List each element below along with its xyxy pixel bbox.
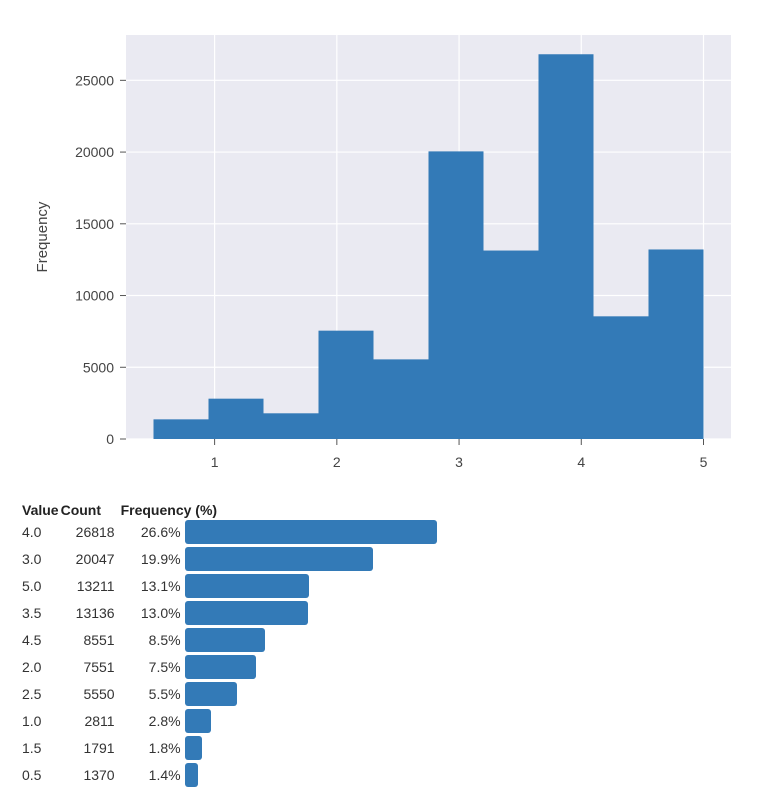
row-value: 2.5 <box>22 685 42 702</box>
row-count: 1791 <box>83 739 115 756</box>
row-count: 5550 <box>83 685 115 702</box>
table-row: 2.0 7551 7.5% <box>22 653 485 680</box>
row-frequency: 2.8% <box>148 712 181 729</box>
table-row: 0.5 1370 1.4% <box>22 761 485 788</box>
axis-ticks: 0 5000 10000 15000 20000 25000 1 2 3 4 5 <box>75 72 708 470</box>
row-count: 1370 <box>83 766 115 783</box>
row-count: 20047 <box>75 550 115 567</box>
row-value: 1.5 <box>22 739 42 756</box>
frequency-bar <box>184 627 266 652</box>
frequency-bar <box>184 519 437 544</box>
row-frequency: 8.5% <box>148 631 181 648</box>
histogram-bar <box>263 413 319 439</box>
row-frequency: 19.9% <box>140 550 181 567</box>
frequency-bar <box>184 654 256 679</box>
histogram-chart: 0 5000 10000 15000 20000 25000 1 2 3 4 5 Frequency <box>34 35 731 470</box>
histogram-bar <box>153 419 209 439</box>
row-value: 3.5 <box>22 604 42 621</box>
table-row: 4.0 26818 26.6% <box>22 518 485 545</box>
header-frequency: Frequency (%) <box>120 502 218 518</box>
table-row: 1.0 2811 2.8% <box>22 707 485 734</box>
histogram-bar <box>428 151 484 439</box>
row-count: 8551 <box>83 631 115 648</box>
histogram-bar <box>593 316 649 439</box>
row-value: 5.0 <box>22 577 42 594</box>
row-count: 13211 <box>76 577 115 594</box>
row-count: 13136 <box>75 604 115 621</box>
y-tick-label: 5000 <box>83 359 114 375</box>
frequency-bar <box>184 546 374 571</box>
y-axis-label: Frequency <box>34 201 51 272</box>
row-value: 4.0 <box>22 523 42 540</box>
histogram-bar <box>483 250 539 439</box>
x-tick-label: 2 <box>333 454 341 470</box>
histogram-bar <box>318 330 374 439</box>
histogram-bar <box>208 398 264 439</box>
histogram-bars <box>153 54 704 440</box>
header-count: Count <box>60 502 102 518</box>
histogram-bar <box>373 359 429 439</box>
row-frequency: 1.4% <box>148 766 181 783</box>
table-row: 2.5 5550 5.5% <box>22 680 485 707</box>
row-value: 0.5 <box>22 766 42 783</box>
table-body: 4.0 26818 26.6% 3.0 20047 19.9% 5.0 13211 13.1% 3… <box>22 518 485 788</box>
row-value: 4.5 <box>22 631 42 648</box>
table-row: 1.5 1791 1.8% <box>22 734 485 761</box>
y-tick-label: 10000 <box>75 288 114 304</box>
table-header-row: Value Count Frequency (%) <box>22 496 485 518</box>
x-tick-label: 1 <box>211 454 219 470</box>
frequency-table: Value Count Frequency (%) 4.0 26818 26.6% 3… <box>22 496 485 788</box>
header-value: Value <box>22 502 59 518</box>
y-tick-label: 15000 <box>75 216 114 232</box>
frequency-bar <box>184 573 309 598</box>
frequency-bar <box>184 762 198 787</box>
row-frequency: 7.5% <box>148 658 181 675</box>
row-count: 7551 <box>83 658 115 675</box>
row-frequency: 5.5% <box>148 685 181 702</box>
row-frequency: 1.8% <box>148 739 181 756</box>
y-tick-label: 20000 <box>75 144 114 160</box>
y-tick-label: 0 <box>106 431 114 447</box>
row-frequency: 26.6% <box>140 523 181 540</box>
row-count: 2811 <box>84 712 115 729</box>
table-row: 4.5 8551 8.5% <box>22 626 485 653</box>
x-tick-label: 5 <box>700 454 708 470</box>
row-count: 26818 <box>75 523 115 540</box>
frequency-bar <box>184 735 202 760</box>
x-tick-label: 3 <box>455 454 463 470</box>
table-row: 3.5 13136 13.0% <box>22 599 485 626</box>
frequency-bar <box>184 681 237 706</box>
row-frequency: 13.0% <box>140 604 181 621</box>
row-value: 2.0 <box>22 658 42 675</box>
row-value: 1.0 <box>22 712 42 729</box>
table-row: 3.0 20047 19.9% <box>22 545 485 572</box>
y-tick-label: 25000 <box>75 72 114 88</box>
row-value: 3.0 <box>22 550 42 567</box>
histogram-bar <box>648 249 704 439</box>
frequency-bar <box>184 708 212 733</box>
row-frequency: 13.1% <box>140 577 181 594</box>
histogram-bar <box>538 54 594 440</box>
frequency-bar <box>184 600 308 625</box>
table-row: 5.0 13211 13.1% <box>22 572 485 599</box>
x-tick-label: 4 <box>577 454 585 470</box>
